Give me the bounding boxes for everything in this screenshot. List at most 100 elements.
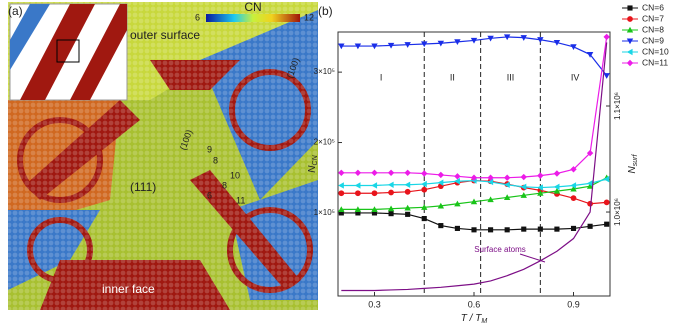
- marker: [471, 227, 477, 233]
- legend-label: CN=10: [642, 46, 669, 56]
- x-axis-label-sub: M: [481, 318, 487, 324]
- marker: [537, 226, 543, 232]
- marker: [404, 181, 411, 188]
- marker: [520, 173, 527, 181]
- marker: [404, 42, 411, 48]
- marker: [470, 198, 478, 205]
- marker: [371, 210, 378, 216]
- legend-label: CN=6: [642, 2, 664, 12]
- marker: [454, 225, 460, 231]
- inner-label: inner face: [102, 282, 155, 296]
- marker: [421, 216, 427, 222]
- marker: [570, 182, 577, 189]
- marker: [338, 210, 344, 216]
- marker: [404, 188, 411, 195]
- marker: [355, 210, 361, 216]
- marker: [537, 190, 544, 196]
- marker: [387, 169, 395, 176]
- y-tick-label: 2×10⁵: [314, 138, 335, 147]
- x-tick-label: 0.6: [468, 299, 481, 309]
- y2-axis-label-main: N: [627, 165, 638, 173]
- marker: [537, 172, 544, 179]
- y2-axis-label: Nsurf: [627, 153, 639, 173]
- marker: [438, 223, 444, 229]
- cn-label: 8: [222, 180, 227, 190]
- marker: [454, 200, 461, 207]
- marker: [371, 169, 378, 176]
- marker: [404, 204, 411, 211]
- marker: [421, 204, 428, 210]
- marker: [570, 185, 577, 192]
- y-axis-label-sub: CN: [312, 154, 319, 165]
- marker: [421, 186, 428, 193]
- marker: [387, 205, 395, 212]
- marker: [421, 180, 427, 188]
- cn-label: 8: [213, 155, 218, 165]
- y-axis-label: NCN: [307, 154, 319, 172]
- marker: [570, 195, 577, 202]
- marker: [603, 73, 610, 79]
- marker: [437, 171, 445, 179]
- cn-label: 10: [230, 170, 240, 180]
- annotation-arrow: [519, 253, 546, 263]
- legend-label: CN=11: [642, 57, 668, 67]
- marker: [520, 35, 527, 41]
- marker: [553, 183, 560, 191]
- marker: [437, 179, 444, 186]
- marker: [454, 173, 461, 180]
- marker: [504, 227, 510, 233]
- marker: [553, 40, 561, 46]
- marker: [587, 200, 593, 207]
- marker: [338, 190, 345, 197]
- marker: [626, 48, 633, 56]
- marker: [354, 43, 362, 50]
- y-tick-label: 3×10⁵: [314, 67, 335, 76]
- marker: [487, 35, 494, 42]
- marker: [338, 206, 345, 212]
- y-tick-label: 1×10⁵: [314, 208, 335, 217]
- marker: [454, 178, 460, 185]
- marker: [354, 182, 361, 189]
- colorbar-max: 12: [304, 12, 314, 22]
- marker: [626, 26, 634, 33]
- marker: [503, 181, 510, 188]
- marker: [587, 223, 593, 229]
- y2-tick-label: 1.1×10⁶: [613, 92, 622, 120]
- legend-label: CN=8: [642, 24, 664, 34]
- marker: [603, 199, 610, 206]
- y2-tick-label: 1.0×10⁶: [613, 198, 622, 226]
- marker: [626, 38, 634, 45]
- marker: [405, 211, 411, 217]
- marker: [570, 225, 577, 231]
- outer-label: outer surface: [130, 28, 200, 42]
- marker: [371, 43, 378, 50]
- marker: [355, 190, 361, 197]
- colorbar-min: 6: [195, 12, 200, 22]
- series-line: [341, 36, 608, 179]
- colorbar-title: CN: [244, 0, 261, 14]
- panel-label: (b): [318, 4, 333, 18]
- marker: [520, 183, 527, 191]
- legend-label: CN=9: [642, 35, 664, 45]
- marker: [503, 34, 511, 41]
- cn-label: 11: [236, 195, 245, 205]
- marker: [503, 194, 511, 200]
- y-axis-label-main: N: [307, 165, 318, 173]
- surface-line: [341, 42, 608, 292]
- marker: [603, 33, 610, 41]
- x-axis-label-main: T / T: [461, 313, 482, 324]
- marker: [437, 202, 445, 209]
- marker: [503, 174, 511, 181]
- marker: [627, 5, 633, 11]
- annotation: Surface atoms: [474, 245, 526, 254]
- marker: [338, 43, 345, 50]
- plot-frame: [337, 31, 611, 297]
- cn-label: 9: [207, 144, 212, 154]
- marker: [470, 174, 478, 181]
- marker: [627, 16, 633, 22]
- marker: [603, 175, 610, 183]
- marker: [586, 51, 594, 58]
- marker: [487, 178, 494, 186]
- marker: [338, 182, 344, 189]
